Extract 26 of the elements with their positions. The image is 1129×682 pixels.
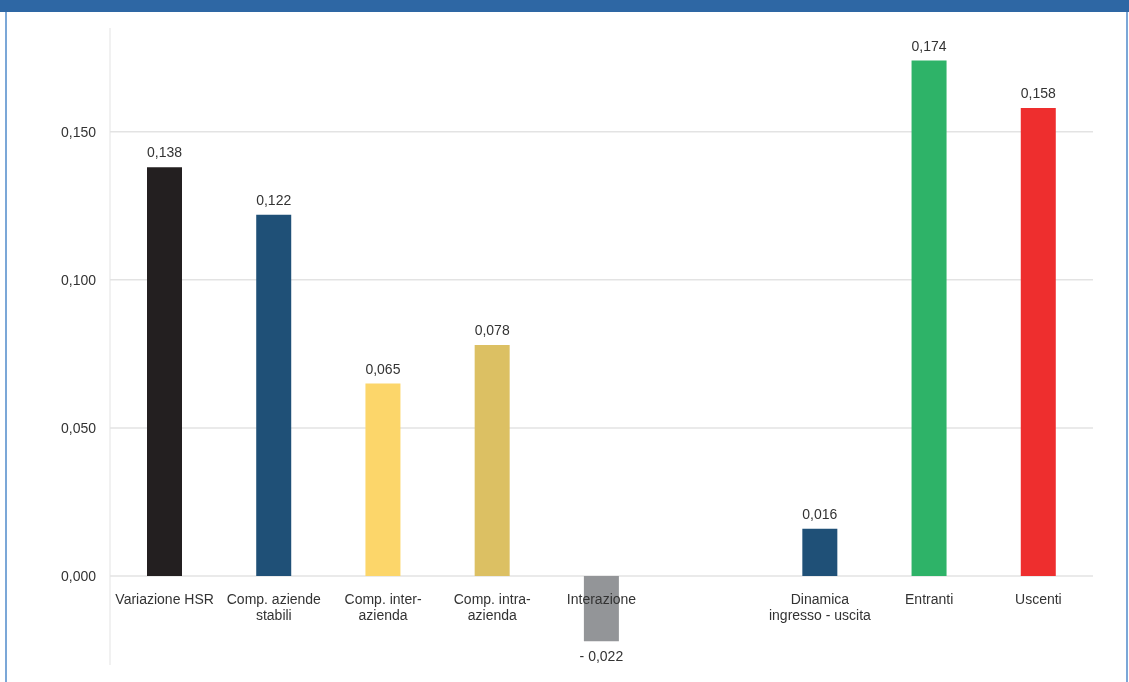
x-tick-label: Uscenti <box>1015 591 1062 608</box>
data-label: 0,158 <box>1020 85 1056 101</box>
data-label: 0,138 <box>146 144 183 161</box>
x-tick-label: Entranti <box>905 591 954 608</box>
x-tick-label: Dinamica ingresso - uscita <box>768 591 872 624</box>
bar <box>802 528 838 577</box>
y-tick-label: 0,050 <box>60 419 97 436</box>
bar <box>911 60 947 577</box>
bar <box>474 345 510 577</box>
bar <box>365 383 401 577</box>
x-tick-label: Variazione HSR <box>115 591 214 608</box>
bar <box>1020 108 1056 577</box>
bar <box>147 167 182 577</box>
data-label: 0,174 <box>911 37 947 54</box>
data-label: - 0,022 <box>579 648 624 665</box>
y-tick-label: 0,100 <box>60 271 97 288</box>
data-label: 0,065 <box>365 360 401 377</box>
data-label: 0,078 <box>474 322 510 339</box>
x-tick-label: Comp. inter-azienda <box>344 591 422 624</box>
x-tick-label: Comp. intra-azienda <box>453 591 532 624</box>
data-label: 0,122 <box>256 191 292 208</box>
y-tick-label: 0,150 <box>60 123 97 140</box>
y-tick-label: 0,000 <box>60 568 97 585</box>
bar <box>256 214 292 577</box>
x-tick-label: Comp. aziende stabili <box>226 591 322 624</box>
data-label: 0,016 <box>802 505 838 522</box>
